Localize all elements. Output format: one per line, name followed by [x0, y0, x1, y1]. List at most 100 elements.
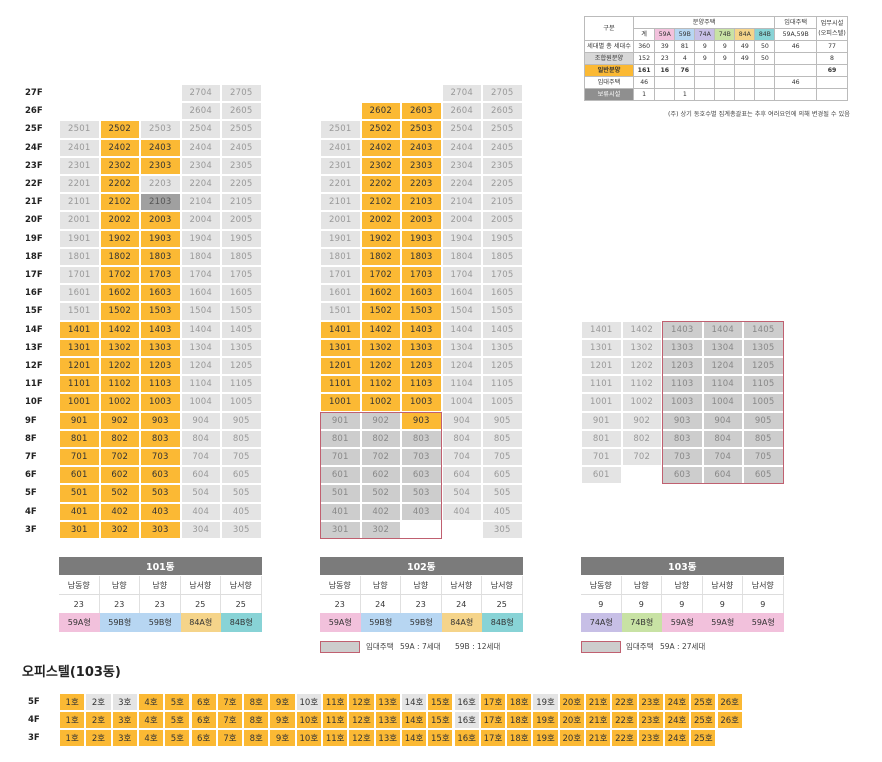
unit-cell: 705: [743, 448, 784, 467]
summary-table: 구분 분양주택 임대주택 업무시설 (오피스텔) 계 59A 59B 74A 74B 84…: [584, 16, 848, 101]
unit-direction: 남향: [662, 576, 703, 595]
unit-type: 59A형: [59, 613, 100, 632]
summary-row-label: 일반분양: [584, 64, 634, 77]
unit-cell: 1504: [180, 302, 221, 321]
unit-cell: 1703: [140, 266, 181, 285]
unit-size: 9: [702, 595, 743, 614]
officetel-unit: 18호: [506, 729, 533, 747]
unit-cell: 1003: [401, 393, 442, 412]
unit-direction: 남동향: [581, 576, 622, 595]
unit-cell: 1705: [482, 266, 523, 285]
unit-cell: 2704: [441, 84, 482, 103]
unit-cell: 2401: [59, 138, 100, 157]
summary-cell: 50: [754, 52, 776, 65]
unit-cell: 602: [360, 466, 401, 485]
unit-cell: 1404: [441, 320, 482, 339]
officetel-unit: 8호: [243, 711, 270, 729]
summary-subheader: 74B: [714, 28, 736, 41]
unit-cell: 704: [702, 448, 743, 467]
unit-cell: 2302: [99, 156, 140, 175]
officetel-unit: 7호: [216, 711, 244, 729]
unit-cell: 405: [221, 502, 262, 521]
unit-cell: 2205: [482, 175, 523, 194]
unit-cell: 2103: [140, 193, 181, 212]
summary-header-sale: 분양주택: [632, 16, 776, 29]
floor-label: 27F: [25, 88, 43, 98]
summary-cell: 4: [674, 52, 696, 65]
officetel-unit: 8호: [243, 729, 270, 747]
unit-cell: 405: [482, 502, 523, 521]
summary-cell: [774, 88, 817, 101]
unit-cell: 703: [662, 448, 703, 467]
unit-cell: 805: [743, 429, 784, 448]
unit-cell: 1005: [482, 393, 523, 412]
unit-cell: 1705: [221, 266, 262, 285]
summary-cell: 39: [654, 40, 676, 53]
floor-label: 21F: [25, 197, 43, 208]
unit-cell: 2504: [180, 120, 221, 139]
summary-cell: [674, 76, 696, 89]
officetel-unit: 8호: [243, 693, 270, 711]
unit-cell: 803: [401, 429, 442, 448]
unit-cell: 2102: [99, 193, 140, 212]
unit-type: 59A형: [320, 613, 361, 632]
summary-cell: 9: [694, 40, 716, 53]
unit-cell: 801: [581, 429, 622, 448]
officetel-unit: 20호: [558, 693, 585, 711]
unit-cell: 1002: [621, 393, 662, 412]
unit-cell: 2004: [180, 211, 221, 230]
unit-cell: 804: [441, 429, 482, 448]
officetel-unit: 19호: [532, 693, 559, 711]
divider: [581, 594, 784, 595]
divider: [320, 594, 523, 595]
summary-cell: [774, 52, 817, 65]
building-name: 101동: [59, 557, 262, 575]
floor-label: 13F: [25, 342, 43, 353]
floor-label: 18F: [25, 251, 43, 262]
unit-cell: 2101: [59, 193, 100, 212]
unit-cell: 1702: [360, 266, 401, 285]
unit-cell: 801: [59, 429, 100, 448]
officetel-unit: 19호: [532, 729, 559, 747]
summary-cell: 46: [632, 76, 656, 89]
unit-cell: 2204: [441, 175, 482, 194]
officetel-floor-label: 5F: [28, 697, 40, 707]
unit-cell: 1102: [621, 375, 662, 394]
officetel-unit: 18호: [506, 693, 533, 711]
unit-cell: 1004: [702, 393, 743, 412]
officetel-unit: 1호: [59, 693, 86, 711]
unit-cell: 2305: [482, 156, 523, 175]
unit-cell: 2302: [360, 156, 401, 175]
unit-cell: 604: [702, 466, 743, 485]
officetel-unit: 1호: [59, 729, 86, 747]
unit-cell: 2202: [99, 175, 140, 194]
floor-label: 25F: [25, 124, 43, 135]
floor-label: 19F: [25, 233, 43, 244]
unit-direction: 남향: [99, 576, 140, 595]
unit-cell: 2405: [482, 138, 523, 157]
unit-cell: 1501: [59, 302, 100, 321]
unit-cell: 905: [743, 411, 784, 430]
unit-cell: 1601: [320, 284, 361, 303]
officetel-unit: 12호: [348, 693, 375, 711]
unit-cell: 803: [662, 429, 703, 448]
unit-cell: 1204: [180, 357, 221, 376]
officetel-unit: 26호: [716, 711, 743, 729]
unit-cell: 2605: [221, 102, 262, 121]
summary-cell: [694, 76, 716, 89]
unit-cell: 1603: [401, 284, 442, 303]
officetel-unit: 24호: [663, 711, 691, 729]
unit-cell: 1905: [221, 229, 262, 248]
unit-cell: 1101: [581, 375, 622, 394]
unit-cell: 1403: [662, 320, 703, 339]
unit-cell: 902: [621, 411, 662, 430]
unit-cell: 1002: [360, 393, 401, 412]
unit-cell: 1505: [482, 302, 523, 321]
summary-cell: 77: [816, 40, 848, 53]
unit-direction: 남서향: [180, 576, 221, 595]
rental-legend-59a-103: 59A : 27세대: [660, 642, 706, 651]
unit-cell: 301: [59, 520, 100, 539]
officetel-unit: 23호: [637, 711, 664, 729]
unit-cell: 603: [662, 466, 703, 485]
unit-cell: 2301: [59, 156, 100, 175]
